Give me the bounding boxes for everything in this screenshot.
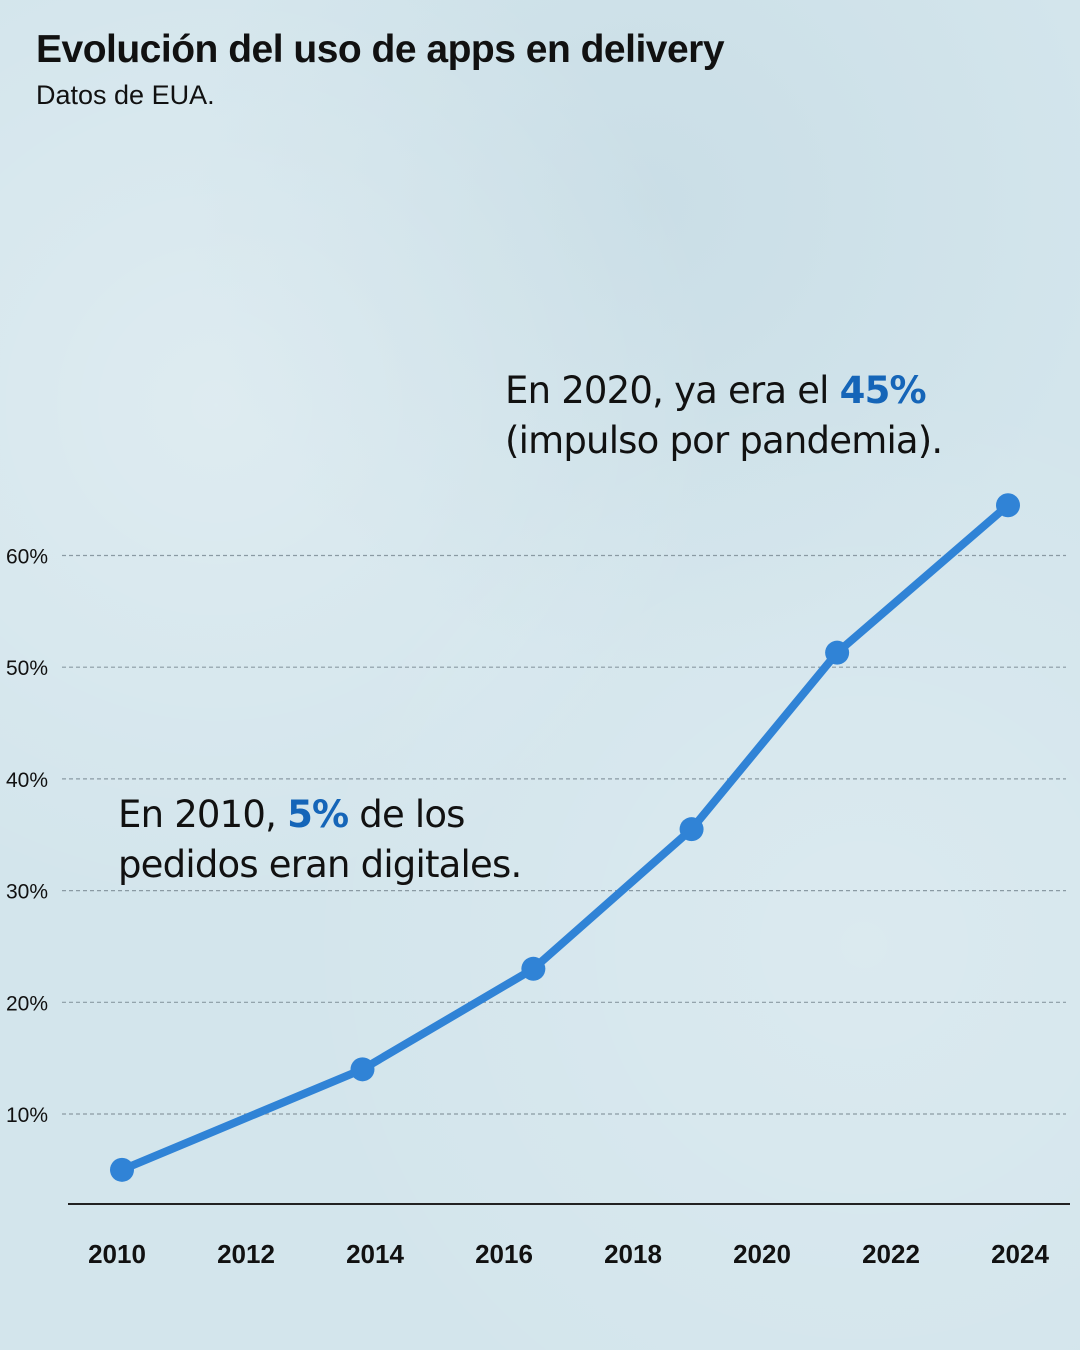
- x-tick-label: 2020: [733, 1239, 791, 1269]
- x-tick-label: 2012: [217, 1239, 275, 1269]
- data-point-2024: [996, 493, 1020, 518]
- x-tick-label: 2024: [991, 1239, 1049, 1269]
- annotation-2010-text: En 2010,: [118, 793, 288, 836]
- x-tick-label: 2010: [88, 1239, 146, 1269]
- data-point-2016.5: [521, 956, 546, 981]
- data-point-2019: [679, 817, 704, 842]
- x-tick-label: 2016: [475, 1239, 533, 1269]
- y-tick-label: 40%: [6, 769, 48, 792]
- data-points: [110, 493, 1020, 1182]
- y-tick-label: 10%: [6, 1104, 48, 1127]
- data-point-2021.3: [825, 640, 850, 665]
- annotation-2020-text: En 2020, ya era el: [505, 369, 840, 412]
- x-tick-label: 2014: [346, 1239, 404, 1269]
- annotation-2010-line1: En 2010, 5% de los: [118, 790, 521, 840]
- data-point-2010: [110, 1157, 134, 1182]
- x-tick-label: 2018: [604, 1239, 662, 1269]
- x-axis-ticks: 2010 2012 2014 2016 2018 2020 2022 2024: [88, 1239, 1049, 1269]
- y-tick-label: 50%: [6, 657, 48, 680]
- annotation-2010-highlight: 5%: [287, 793, 349, 836]
- annotation-2010-text-after: de los: [348, 793, 465, 836]
- annotation-2010: En 2010, 5% de los pedidos eran digitale…: [118, 790, 522, 890]
- y-tick-label: 60%: [6, 546, 48, 569]
- annotation-2020-line2: (impulso por pandemia).: [505, 419, 943, 462]
- series-line: [118, 501, 1012, 1174]
- y-tick-label: 20%: [6, 992, 48, 1015]
- annotation-2020: En 2020, ya era el 45% (impulso por pand…: [505, 366, 943, 466]
- y-tick-label: 30%: [6, 881, 48, 904]
- chart-subtitle: Datos de EUA.: [36, 80, 215, 110]
- annotation-2010-line2: pedidos eran digitales.: [118, 843, 522, 886]
- x-tick-label: 2022: [862, 1239, 920, 1269]
- data-point-2013.8: [350, 1057, 375, 1082]
- annotation-2020-line1: En 2020, ya era el 45%: [505, 366, 942, 416]
- gridlines: [62, 554, 1066, 1115]
- y-axis-ticks: 10% 20% 30% 40% 50% 60%: [6, 546, 48, 1128]
- chart-title: Evolución del uso de apps en delivery: [36, 28, 725, 71]
- annotation-2020-highlight: 45%: [839, 369, 927, 412]
